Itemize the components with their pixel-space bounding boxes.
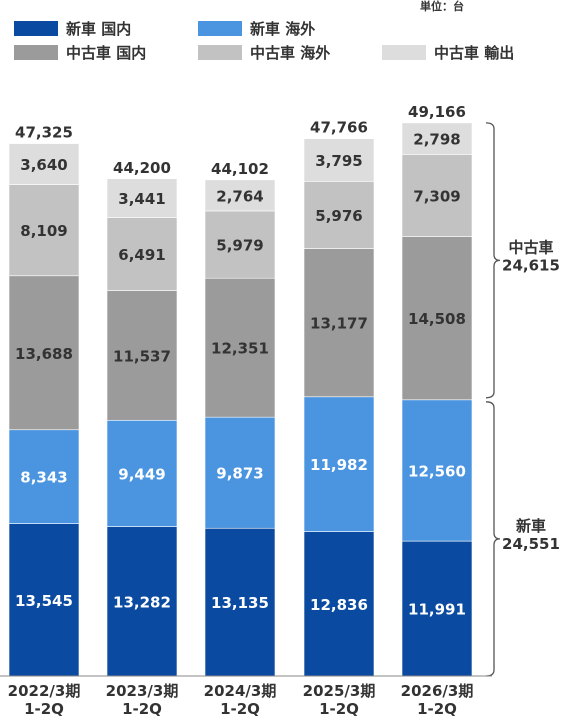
- legend-label: 中古車 輸出: [434, 44, 514, 62]
- bar-segment: [106, 290, 178, 421]
- bar-segment: [401, 122, 473, 155]
- data-label: 3,640: [20, 156, 67, 174]
- data-label: 12,836: [310, 596, 368, 614]
- data-label: 13,545: [15, 592, 73, 610]
- bar-segment: [106, 526, 178, 677]
- legend-swatch: [14, 45, 58, 60]
- data-label: 11,982: [310, 456, 368, 474]
- legend-swatch: [382, 45, 426, 60]
- total-label: 44,102: [211, 160, 269, 178]
- bar-segment: [401, 154, 473, 237]
- x-tick-label: 1-2Q: [319, 700, 359, 718]
- data-label: 13,688: [15, 345, 73, 363]
- legend-label: 新車 国内: [66, 20, 131, 38]
- data-label: 8,109: [20, 222, 67, 240]
- bar-segment: [303, 138, 375, 182]
- data-label: 11,991: [408, 601, 466, 619]
- bar-segment: [303, 531, 375, 677]
- bars: 13,545 8,343 13,688 8,109 3,640 47,325 13,282 9…: [8, 103, 473, 677]
- bar-segment: [8, 429, 80, 524]
- data-label: 2,798: [413, 131, 460, 149]
- bar-segment: [303, 181, 375, 249]
- bar-segment: [106, 217, 178, 291]
- bar-segment: [8, 143, 80, 185]
- data-label: 5,979: [216, 237, 263, 255]
- bar-segment: [8, 523, 80, 677]
- bar-segment: [8, 184, 80, 277]
- legend-label: 新車 海外: [250, 20, 315, 38]
- legend-label: 中古車 海外: [250, 44, 330, 62]
- bar-segment: [401, 540, 473, 677]
- brace: [485, 401, 501, 677]
- legend-swatch: [198, 21, 242, 36]
- data-label: 3,795: [315, 152, 362, 170]
- bar-segment: [106, 178, 178, 218]
- data-label: 12,351: [211, 340, 269, 358]
- total-label: 47,325: [15, 124, 73, 142]
- data-label: 9,873: [216, 465, 263, 483]
- bar-segment: [303, 248, 375, 398]
- brace: [485, 122, 501, 399]
- data-label: 3,441: [118, 190, 165, 208]
- data-label: 7,309: [413, 187, 460, 205]
- data-label: 13,282: [113, 593, 171, 611]
- data-label: 9,449: [118, 465, 165, 483]
- data-label: 2,764: [216, 187, 263, 205]
- x-tick-label: 2022/3期: [8, 682, 81, 700]
- bar-segment: [204, 416, 276, 529]
- x-tick-label: 1-2Q: [122, 700, 162, 718]
- total-label: 49,166: [408, 103, 466, 121]
- legend-swatch: [198, 45, 242, 60]
- x-tick-label: 1-2Q: [220, 700, 260, 718]
- data-label: 13,177: [310, 315, 368, 333]
- bar-segment: [106, 419, 178, 527]
- bar-segment: [204, 179, 276, 212]
- x-axis-labels: 2022/3期1-2Q2023/3期1-2Q2024/3期1-2Q2025/3期…: [8, 682, 474, 718]
- data-label: 12,560: [408, 462, 466, 480]
- bar-segment: [204, 527, 276, 677]
- data-label: 11,537: [113, 347, 171, 365]
- brace-label: 24,615: [502, 256, 560, 274]
- total-label: 47,766: [310, 119, 368, 137]
- legend-swatch: [14, 21, 58, 36]
- brace-label: 中古車: [508, 238, 553, 256]
- x-tick-label: 2026/3期: [401, 682, 474, 700]
- data-label: 8,343: [20, 469, 67, 487]
- data-label: 6,491: [118, 246, 165, 264]
- x-tick-label: 2025/3期: [303, 682, 376, 700]
- bar-segment: [204, 277, 276, 418]
- brace-label: 24,551: [502, 535, 560, 553]
- bar-segment: [401, 236, 473, 401]
- x-tick-label: 1-2Q: [417, 700, 457, 718]
- x-tick-label: 2023/3期: [106, 682, 179, 700]
- total-label: 44,200: [113, 159, 171, 177]
- brace-label: 新車: [516, 517, 546, 535]
- unit-label: 単位：台: [420, 0, 464, 13]
- data-label: 5,976: [315, 207, 362, 225]
- legend-label: 中古車 国内: [66, 44, 146, 62]
- x-tick-label: 1-2Q: [24, 700, 64, 718]
- bar-segment: [303, 396, 375, 532]
- x-tick-label: 2024/3期: [204, 682, 277, 700]
- data-label: 13,135: [211, 594, 269, 612]
- data-label: 14,508: [408, 310, 466, 328]
